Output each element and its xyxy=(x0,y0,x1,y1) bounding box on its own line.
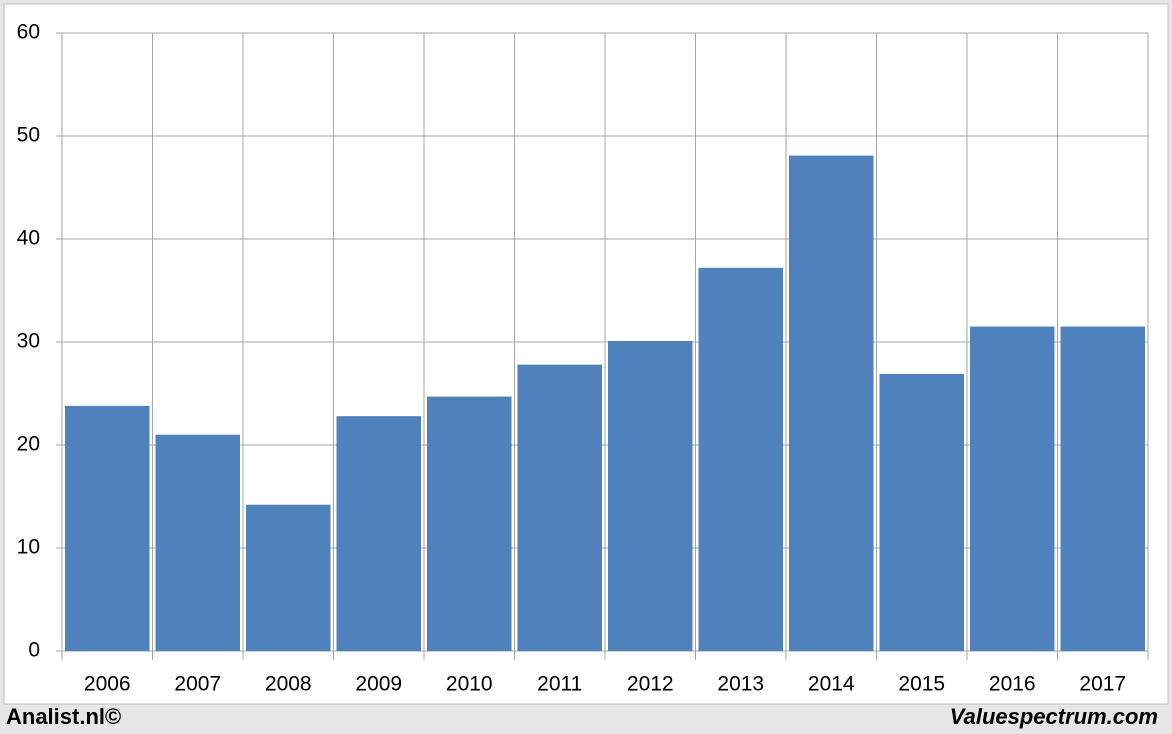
bar xyxy=(517,364,602,651)
bar xyxy=(427,396,512,651)
bar xyxy=(246,504,331,651)
y-tick-label: 20 xyxy=(17,433,40,456)
bar xyxy=(970,326,1055,651)
x-tick-label: 2014 xyxy=(808,673,855,696)
bar xyxy=(336,416,421,651)
bar xyxy=(1060,326,1145,651)
x-tick-label: 2017 xyxy=(1079,673,1126,696)
x-tick-label: 2007 xyxy=(174,673,221,696)
bar xyxy=(789,155,874,651)
y-tick-label: 10 xyxy=(17,536,40,559)
y-tick-label: 50 xyxy=(17,124,40,147)
bar xyxy=(879,373,964,651)
bar xyxy=(698,267,783,651)
y-tick-label: 60 xyxy=(17,21,40,44)
y-tick-label: 40 xyxy=(17,227,40,250)
footer-left: Analist.nl© xyxy=(6,704,121,729)
x-tick-label: 2009 xyxy=(355,673,402,696)
x-tick-label: 2011 xyxy=(537,673,582,696)
x-tick-label: 2010 xyxy=(446,673,493,696)
x-tick-label: 2006 xyxy=(84,673,131,696)
x-tick-label: 2016 xyxy=(989,673,1036,696)
x-tick-label: 2013 xyxy=(717,673,764,696)
y-tick-label: 0 xyxy=(28,639,40,662)
x-tick-label: 2015 xyxy=(898,673,945,696)
bar xyxy=(155,434,240,651)
bar xyxy=(608,340,693,651)
x-tick-label: 2012 xyxy=(627,673,674,696)
x-tick-label: 2008 xyxy=(265,673,312,696)
footer-right: Valuespectrum.com xyxy=(950,704,1158,729)
y-tick-label: 30 xyxy=(17,330,40,353)
bar xyxy=(65,405,150,651)
